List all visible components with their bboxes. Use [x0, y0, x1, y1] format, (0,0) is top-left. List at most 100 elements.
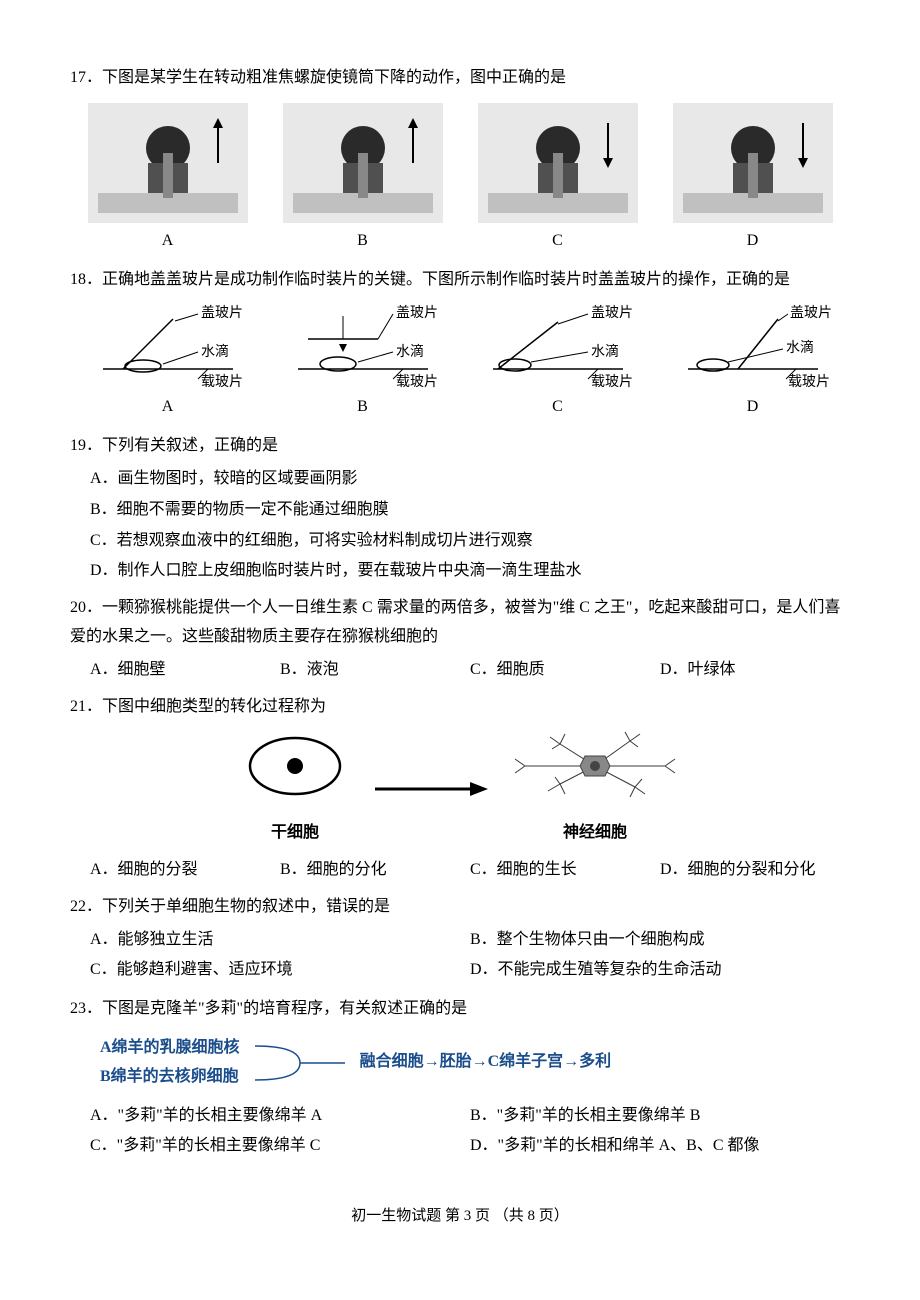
q19-body: 下列有关叙述，正确的是 [102, 437, 278, 454]
microscope-illustration-c [478, 103, 638, 223]
label-cover: 盖玻片 [790, 305, 832, 321]
q17-label-a: A [162, 227, 174, 256]
q17-img-c: C [460, 103, 655, 256]
q19-number: 19． [70, 437, 102, 454]
q20-opt-d: D．叶绿体 [660, 656, 850, 685]
question-20: 20．一颗猕猴桃能提供一个人一日维生素 C 需求量的两倍多，被誉为"维 C 之王… [70, 594, 850, 684]
q22-number: 22． [70, 898, 102, 915]
q17-label-b: B [357, 227, 368, 256]
q17-label-d: D [747, 227, 759, 256]
label-drop: 水滴 [591, 343, 619, 360]
q18-label-d: D [747, 393, 759, 422]
q18-img-c: 盖玻片 水滴 载玻片 C [460, 304, 655, 422]
q18-label-b: B [357, 393, 368, 422]
q22-opt-a: A．能够独立生活 [90, 926, 470, 955]
q18-img-d: 盖玻片 水滴 载玻片 D [655, 304, 850, 422]
arrow-right-icon [370, 779, 490, 799]
question-17: 17．下图是某学生在转动粗准焦螺旋使镜筒下降的动作，图中正确的是 A [70, 64, 850, 256]
q23-body: 下图是克隆羊"多莉"的培育程序，有关叙述正确的是 [102, 1000, 467, 1017]
q18-images: 盖玻片 水滴 载玻片 A 盖玻片 水滴 载玻片 B [70, 304, 850, 422]
question-19: 19．下列有关叙述，正确的是 A．画生物图时，较暗的区域要画阴影 B．细胞不需要… [70, 432, 850, 586]
q18-img-b: 盖玻片 水滴 载玻片 B [265, 304, 460, 422]
q21-opt-d: D．细胞的分裂和分化 [660, 856, 850, 885]
q18-label-c: C [552, 393, 563, 422]
q21-diagram: 干细胞 神经细胞 [70, 729, 850, 848]
q21-text: 21．下图中细胞类型的转化过程称为 [70, 693, 850, 722]
q19-opt-a: A．画生物图时，较暗的区域要画阴影 [90, 465, 850, 494]
q21-opt-b: B．细胞的分化 [280, 856, 470, 885]
q22-opt-b: B．整个生物体只由一个细胞构成 [470, 926, 850, 955]
q23-diag-line2: B绵羊的去核卵细胞 [100, 1063, 240, 1092]
q23-text: 23．下图是克隆羊"多莉"的培育程序，有关叙述正确的是 [70, 995, 850, 1024]
q22-opt-c: C．能够趋利避害、适应环境 [90, 956, 470, 985]
q17-img-b: B [265, 103, 460, 256]
q21-label-stem: 干细胞 [240, 819, 350, 848]
label-cover: 盖玻片 [201, 305, 243, 321]
q22-text: 22．下列关于单细胞生物的叙述中，错误的是 [70, 893, 850, 922]
question-21: 21．下图中细胞类型的转化过程称为 干细胞 [70, 693, 850, 885]
q22-body: 下列关于单细胞生物的叙述中，错误的是 [102, 898, 390, 915]
q18-number: 18． [70, 271, 102, 288]
label-drop: 水滴 [201, 343, 229, 360]
label-slide: 载玻片 [788, 374, 830, 389]
microscope-illustration-a [88, 103, 248, 223]
q21-options: A．细胞的分裂 B．细胞的分化 C．细胞的生长 D．细胞的分裂和分化 [90, 856, 850, 885]
question-18: 18．正确地盖盖玻片是成功制作临时装片的关键。下图所示制作临时装片时盖盖玻片的操… [70, 266, 850, 423]
microscope-illustration-b [283, 103, 443, 223]
q17-number: 17． [70, 69, 102, 86]
microscope-illustration-d [673, 103, 833, 223]
merge-bracket-icon [250, 1038, 350, 1088]
q17-img-a: A [70, 103, 265, 256]
q18-img-a: 盖玻片 水滴 载玻片 A [70, 304, 265, 422]
q20-options: A．细胞壁 B．液泡 C．细胞质 D．叶绿体 [90, 656, 850, 685]
q20-opt-c: C．细胞质 [470, 656, 660, 685]
label-drop: 水滴 [396, 343, 424, 360]
q17-body: 下图是某学生在转动粗准焦螺旋使镜筒下降的动作，图中正确的是 [102, 69, 566, 86]
q23-diag-line1: A绵羊的乳腺细胞核 [100, 1034, 240, 1063]
q23-options: A．"多莉"羊的长相主要像绵羊 A B．"多莉"羊的长相主要像绵羊 B C．"多… [90, 1102, 850, 1164]
q23-opt-c: C．"多莉"羊的长相主要像绵羊 C [90, 1132, 470, 1161]
coverslip-diagram-c: 盖玻片 水滴 载玻片 [473, 304, 643, 389]
label-slide: 载玻片 [591, 374, 633, 389]
q22-options: A．能够独立生活 B．整个生物体只由一个细胞构成 C．能够趋利避害、适应环境 D… [90, 926, 850, 988]
q17-images: A B C [70, 103, 850, 256]
q21-label-nerve: 神经细胞 [510, 819, 680, 848]
q18-text: 18．正确地盖盖玻片是成功制作临时装片的关键。下图所示制作临时装片时盖盖玻片的操… [70, 266, 850, 295]
label-drop: 水滴 [786, 339, 814, 356]
q20-opt-a: A．细胞壁 [90, 656, 280, 685]
q23-diagram: A绵羊的乳腺细胞核 B绵羊的去核卵细胞 融合细胞→胚胎→C绵羊子宫→多利 [100, 1034, 850, 1092]
q18-body: 正确地盖盖玻片是成功制作临时装片的关键。下图所示制作临时装片时盖盖玻片的操作，正… [102, 271, 790, 288]
q20-opt-b: B．液泡 [280, 656, 470, 685]
q23-opt-a: A．"多莉"羊的长相主要像绵羊 A [90, 1102, 470, 1131]
q20-body: 一颗猕猴桃能提供一个人一日维生素 C 需求量的两倍多，被誉为"维 C 之王"，吃… [70, 599, 840, 645]
q19-opt-d: D．制作人口腔上皮细胞临时装片时，要在载玻片中央滴一滴生理盐水 [90, 557, 850, 586]
q23-opt-d: D．"多莉"羊的长相和绵羊 A、B、C 都像 [470, 1132, 850, 1161]
q19-opt-c: C．若想观察血液中的红细胞，可将实验材料制成切片进行观察 [90, 527, 850, 556]
q19-text: 19．下列有关叙述，正确的是 [70, 432, 850, 461]
q22-opt-d: D．不能完成生殖等复杂的生命活动 [470, 956, 850, 985]
q17-text: 17．下图是某学生在转动粗准焦螺旋使镜筒下降的动作，图中正确的是 [70, 64, 850, 93]
q21-number: 21． [70, 698, 102, 715]
coverslip-diagram-b: 盖玻片 水滴 载玻片 [278, 304, 448, 389]
q18-label-a: A [162, 393, 174, 422]
q21-opt-c: C．细胞的生长 [470, 856, 660, 885]
question-22: 22．下列关于单细胞生物的叙述中，错误的是 A．能够独立生活 B．整个生物体只由… [70, 893, 850, 987]
q17-label-c: C [552, 227, 563, 256]
page-footer: 初一生物试题 第 3 页 （共 8 页） [70, 1203, 850, 1230]
label-slide: 载玻片 [396, 374, 438, 389]
q21-body: 下图中细胞类型的转化过程称为 [102, 698, 326, 715]
question-23: 23．下图是克隆羊"多莉"的培育程序，有关叙述正确的是 A绵羊的乳腺细胞核 B绵… [70, 995, 850, 1163]
coverslip-diagram-d: 盖玻片 水滴 载玻片 [668, 304, 838, 389]
label-slide: 载玻片 [201, 374, 243, 389]
q19-options: A．画生物图时，较暗的区域要画阴影 B．细胞不需要的物质一定不能通过细胞膜 C．… [90, 465, 850, 586]
label-cover: 盖玻片 [396, 305, 438, 321]
q21-opt-a: A．细胞的分裂 [90, 856, 280, 885]
label-cover: 盖玻片 [591, 305, 633, 321]
coverslip-diagram-a: 盖玻片 水滴 载玻片 [83, 304, 253, 389]
q23-number: 23． [70, 1000, 102, 1017]
q23-diag-right: 融合细胞→胚胎→C绵羊子宫→多利 [360, 1048, 612, 1077]
q23-opt-b: B．"多莉"羊的长相主要像绵羊 B [470, 1102, 850, 1131]
q19-opt-b: B．细胞不需要的物质一定不能通过细胞膜 [90, 496, 850, 525]
nerve-cell-icon [510, 729, 680, 804]
q20-text: 20．一颗猕猴桃能提供一个人一日维生素 C 需求量的两倍多，被誉为"维 C 之王… [70, 594, 850, 652]
